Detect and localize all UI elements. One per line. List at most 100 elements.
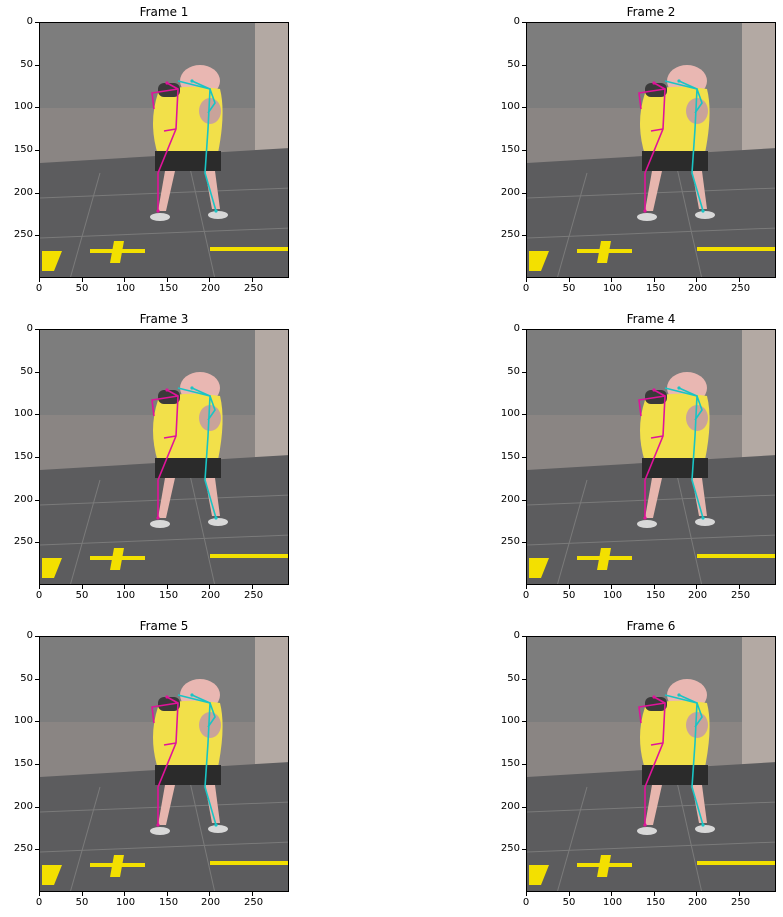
x-tick-label: 200 [688,283,708,294]
x-tick-label: 100 [603,897,623,908]
y-tick [35,457,39,458]
x-tick-label: 100 [603,590,623,601]
x-tick [82,892,83,896]
y-tick [35,329,39,330]
y-tick-label: 150 [500,144,520,155]
x-tick-label: 250 [731,590,751,601]
x-tick [209,892,210,896]
photo-scene [527,23,775,277]
y-tick [522,193,526,194]
x-tick-label: 50 [75,897,89,908]
y-tick [522,542,526,543]
y-tick-label: 250 [13,229,33,240]
x-tick-label: 0 [522,590,530,601]
x-tick-label: 250 [731,897,751,908]
y-tick [522,372,526,373]
y-tick-label: 200 [500,801,520,812]
x-tick [82,278,83,282]
frame-title: Frame 4 [626,312,676,326]
frame-title: Frame 2 [626,5,676,19]
x-tick [611,892,612,896]
x-tick-label: 200 [201,897,221,908]
x-tick [654,585,655,589]
x-tick [252,892,253,896]
x-tick [611,278,612,282]
x-tick [526,585,527,589]
x-tick-label: 250 [244,283,264,294]
y-tick-label: 50 [20,366,33,377]
x-tick-label: 50 [75,283,89,294]
y-tick-label: 250 [500,536,520,547]
x-tick-label: 50 [562,283,576,294]
y-tick-label: 100 [13,408,33,419]
photo-scene [527,330,775,584]
y-tick [522,849,526,850]
x-tick [739,585,740,589]
y-tick [35,22,39,23]
x-tick [654,278,655,282]
x-tick [526,892,527,896]
image-axes [526,22,776,278]
frame-title: Frame 1 [139,5,189,19]
x-tick [569,585,570,589]
image-axes [39,329,289,585]
y-tick-label: 0 [513,323,520,334]
x-tick [167,585,168,589]
y-tick-label: 250 [13,843,33,854]
x-tick [39,892,40,896]
x-tick-label: 50 [562,897,576,908]
y-tick-label: 0 [513,630,520,641]
y-tick-label: 50 [507,59,520,70]
y-tick [522,807,526,808]
image-axes [526,329,776,585]
x-tick [124,278,125,282]
x-tick [209,278,210,282]
y-tick [35,849,39,850]
y-tick [522,764,526,765]
y-tick [35,235,39,236]
y-tick-label: 200 [500,187,520,198]
x-tick [209,585,210,589]
x-tick [39,278,40,282]
x-tick [82,585,83,589]
x-tick [167,278,168,282]
x-tick [526,278,527,282]
frame-title: Frame 6 [626,619,676,633]
y-tick [35,542,39,543]
x-tick-label: 200 [688,897,708,908]
y-tick-label: 100 [500,101,520,112]
y-tick-label: 100 [13,101,33,112]
y-tick [522,721,526,722]
y-tick-label: 150 [500,451,520,462]
y-tick-label: 0 [513,16,520,27]
x-tick-label: 250 [244,897,264,908]
y-tick-label: 0 [26,323,33,334]
x-tick-label: 0 [35,283,43,294]
x-tick-label: 100 [116,590,136,601]
x-tick-label: 150 [646,590,666,601]
y-tick [522,329,526,330]
y-tick [522,65,526,66]
x-tick-label: 100 [116,897,136,908]
y-tick [522,414,526,415]
x-tick-label: 50 [75,590,89,601]
y-tick [35,500,39,501]
y-tick-label: 150 [13,144,33,155]
y-tick [35,721,39,722]
x-tick-label: 150 [159,897,179,908]
y-tick [35,636,39,637]
y-tick [35,764,39,765]
y-tick-label: 0 [26,630,33,641]
y-tick-label: 200 [13,801,33,812]
x-tick-label: 50 [562,590,576,601]
y-tick-label: 50 [20,59,33,70]
x-tick-label: 150 [646,897,666,908]
y-tick [522,679,526,680]
image-axes [526,636,776,892]
photo-scene [527,637,775,891]
y-tick-label: 150 [500,758,520,769]
y-tick [522,150,526,151]
y-tick-label: 100 [500,408,520,419]
y-tick [35,193,39,194]
x-tick [654,892,655,896]
